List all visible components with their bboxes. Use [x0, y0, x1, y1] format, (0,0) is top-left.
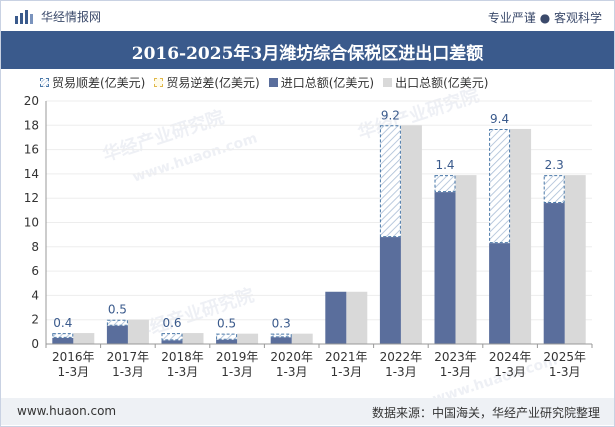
footer: www.huaon.com 数据来源：中国海关，华经产业研究院整理 [1, 398, 614, 425]
bar-import [379, 237, 401, 344]
bar-surplus [52, 333, 74, 338]
x-tick-label: 1-3月 [549, 365, 581, 379]
x-tick-label: 2021年 [325, 350, 368, 364]
data-label-surplus: 2.3 [545, 158, 564, 172]
legend-item-export[interactable]: 出口总额(亿美元) [383, 74, 489, 91]
y-tick-label: 14 [24, 167, 39, 181]
y-tick-label: 12 [24, 191, 39, 205]
x-tick-label: 1-3月 [221, 365, 253, 379]
footer-source: 数据来源：中国海关，华经产业研究院整理 [371, 406, 600, 420]
y-tick-label: 0 [31, 337, 39, 351]
brand[interactable]: 华经情报网 [15, 8, 101, 25]
bar-surplus [434, 175, 456, 193]
legend-swatch-surplus [40, 78, 49, 87]
bar-surplus [379, 125, 401, 238]
y-tick-label: 8 [31, 240, 39, 254]
legend-swatch-deficit [154, 78, 164, 87]
x-tick-label: 1-3月 [276, 365, 308, 379]
x-tick-label: 1-3月 [57, 365, 89, 379]
legend-label-deficit: 贸易逆差(亿美元) [166, 76, 260, 90]
y-tick-label: 6 [31, 264, 39, 278]
data-label-surplus: 0.6 [162, 316, 181, 330]
data-label-surplus: 0.5 [217, 317, 236, 331]
legend-item-import[interactable]: 进口总额(亿美元) [268, 74, 375, 91]
bar-surplus [106, 319, 128, 326]
bar-export [564, 175, 586, 344]
bar-import [270, 337, 292, 344]
bar-export [291, 333, 313, 344]
y-tick-label: 16 [24, 143, 39, 157]
bar-import [489, 243, 511, 344]
legend-swatch-export [383, 78, 393, 87]
data-label-surplus: 1.4 [435, 158, 454, 172]
legend-label-import: 进口总额(亿美元) [280, 76, 375, 90]
slogan: 专业严谨 ● 客观科学 [487, 11, 602, 25]
bar-import [325, 291, 347, 344]
bar-export [127, 319, 149, 344]
x-tick-label: 2019年 [216, 350, 259, 364]
x-tick-label: 2025年 [543, 350, 586, 364]
bar-surplus [270, 333, 292, 338]
bar-surplus [161, 333, 183, 341]
bar-import [543, 203, 565, 344]
y-tick-label: 4 [31, 288, 39, 302]
x-tick-label: 2023年 [434, 350, 477, 364]
title-bar: 2016-2025年3月潍坊综合保税区进出口差额 [1, 31, 614, 69]
data-label-surplus: 9.2 [381, 108, 400, 122]
y-tick-label: 10 [24, 216, 39, 230]
y-tick-label: 20 [24, 94, 39, 108]
brand-logo-icon [15, 10, 33, 24]
bar-export [237, 333, 259, 344]
y-tick-label: 2 [31, 313, 39, 327]
legend-item-surplus[interactable]: 贸易顺差(亿美元) [40, 74, 145, 91]
bar-import [161, 340, 183, 344]
data-label-surplus: 0.5 [108, 303, 127, 317]
bar-export [346, 291, 368, 344]
footer-website[interactable]: www.huaon.com [17, 404, 117, 418]
x-tick-label: 2016年 [52, 350, 95, 364]
bar-export [73, 333, 95, 344]
x-tick-label: 2020年 [270, 350, 313, 364]
data-label-surplus: 9.4 [490, 112, 509, 126]
x-tick-label: 2017年 [107, 350, 150, 364]
x-tick-label: 1-3月 [494, 365, 526, 379]
bar-import [434, 192, 456, 344]
bar-surplus [489, 128, 511, 244]
bar-surplus [543, 175, 565, 204]
legend-swatch-import [268, 78, 278, 87]
data-label-surplus: 0.3 [272, 317, 291, 331]
bar-export [510, 128, 532, 344]
x-tick-label: 1-3月 [385, 365, 417, 379]
x-tick-label: 1-3月 [167, 365, 199, 379]
bar-import [52, 337, 74, 344]
bar-export [455, 175, 477, 344]
legend-label-export: 出口总额(亿美元) [395, 76, 489, 90]
bar-import [106, 325, 128, 344]
x-tick-label: 1-3月 [330, 365, 362, 379]
legend-item-deficit[interactable]: 贸易逆差(亿美元) [154, 74, 260, 91]
legend-label-surplus: 贸易顺差(亿美元) [52, 76, 146, 90]
top-bar: 华经情报网 专业严谨 ● 客观科学 [1, 1, 614, 30]
bar-export [182, 333, 204, 344]
chart-legend: 贸易顺差(亿美元) 贸易逆差(亿美元) 进口总额(亿美元) 出口总额(亿美元) [40, 74, 498, 91]
x-tick-label: 2022年 [380, 350, 423, 364]
x-tick-label: 2024年 [489, 350, 532, 364]
x-tick-label: 2018年 [161, 350, 204, 364]
bar-surplus [216, 333, 238, 340]
brand-name: 华经情报网 [41, 10, 102, 24]
chart-title: 2016-2025年3月潍坊综合保税区进出口差额 [131, 44, 484, 64]
bar-export [400, 125, 422, 344]
x-tick-label: 1-3月 [440, 365, 472, 379]
y-tick-label: 18 [24, 118, 39, 132]
x-tick-label: 1-3月 [112, 365, 144, 379]
data-label-surplus: 0.4 [53, 316, 72, 330]
bar-import [216, 339, 238, 344]
